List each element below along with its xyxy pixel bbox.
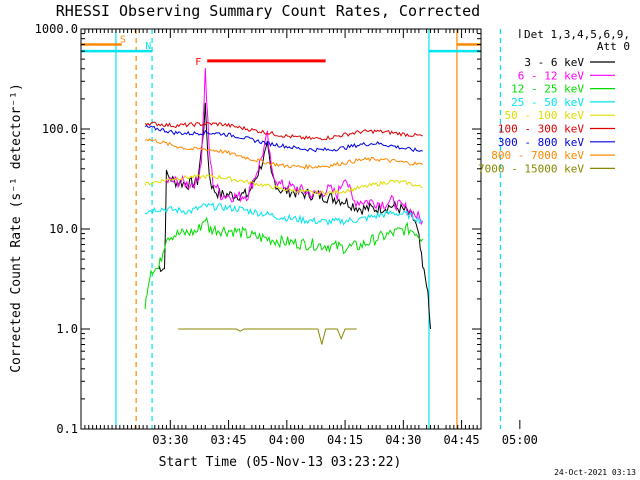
y-tick-label: 1.0 — [56, 322, 78, 336]
state-label-n: N — [145, 41, 151, 52]
x-tick-label: 04:30 — [385, 433, 421, 447]
x-tick-label: 04:00 — [269, 433, 305, 447]
y-axis-label: Corrected Count Rate (s⁻¹ detector⁻¹) — [9, 83, 24, 373]
series-line — [144, 121, 423, 141]
x-tick-label: 04:45 — [444, 433, 480, 447]
legend-entry-label: 50 - 100 keV — [505, 109, 585, 122]
x-axis-label: Start Time (05-Nov-13 03:23:22) — [159, 455, 402, 470]
legend-entry-label: 25 - 50 keV — [511, 96, 584, 109]
legend-entry-label: 7000 - 15000 keV — [478, 162, 584, 175]
x-tick-label: 03:45 — [211, 433, 247, 447]
series-line — [178, 328, 357, 345]
plot-area: S N F 0.1 1.0 10.0 100.0 1000.0 03:30 03:45 04:00 0… — [35, 22, 538, 447]
y-tick-label: 0.1 — [56, 422, 78, 436]
legend-entry-label: 800 - 7000 keV — [491, 149, 584, 162]
series-line — [165, 68, 424, 226]
chart-title: RHESSI Observing Summary Count Rates, Co… — [56, 2, 480, 20]
footer-timestamp: 24-Oct-2021 03:13 — [554, 468, 636, 477]
legend-header-line: Det 1,3,4,5,6,9, — [524, 28, 630, 41]
state-label-s: S — [120, 34, 126, 45]
series-line — [144, 174, 423, 196]
series-line — [144, 124, 423, 153]
series-line — [144, 202, 423, 227]
legend-entry-label: 3 - 6 keV — [524, 56, 584, 69]
state-label-f: F — [195, 57, 201, 68]
legend-entry-label: 12 - 25 keV — [511, 83, 584, 96]
y-tick-label: 100.0 — [42, 122, 78, 136]
y-tick-label: 10.0 — [49, 222, 78, 236]
x-tick-label: 04:15 — [327, 433, 363, 447]
series-line — [144, 138, 424, 170]
legend-entry-label: 6 - 12 keV — [518, 69, 585, 82]
x-tick-label: 03:30 — [152, 433, 188, 447]
legend-entry-label: 100 - 300 keV — [498, 123, 584, 136]
legend-header-line: Att 0 — [597, 40, 630, 53]
series-line — [144, 216, 424, 310]
y-tick-label: 1000.0 — [35, 22, 78, 36]
x-tick-label: 05:00 — [502, 433, 538, 447]
legend-entry-label: 300 - 800 keV — [498, 136, 584, 149]
